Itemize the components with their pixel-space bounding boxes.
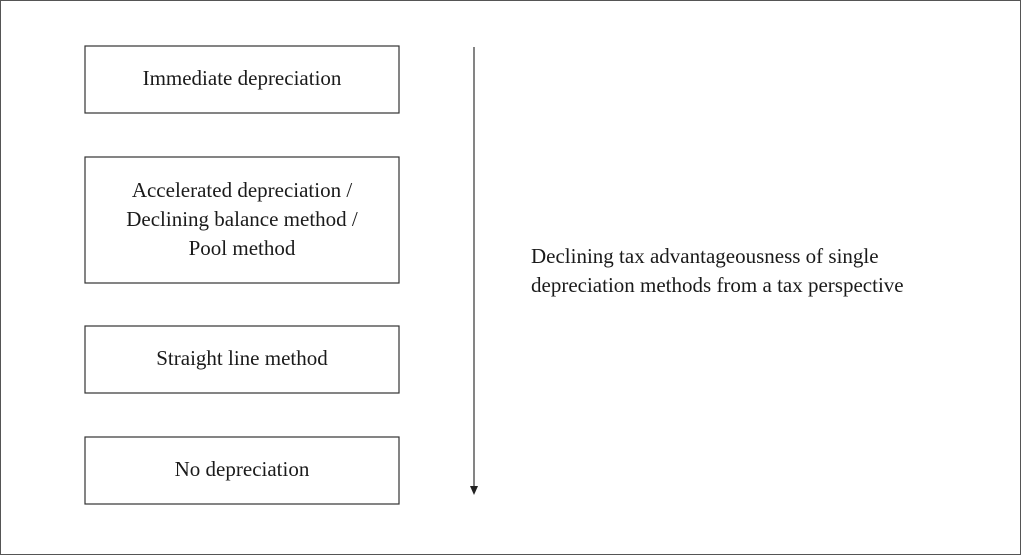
arrow-head: [470, 486, 478, 495]
node-box: [84, 436, 400, 505]
node-label: No depreciation: [175, 457, 310, 481]
node-label: Straight line method: [156, 346, 328, 370]
node-label: Immediate depreciation: [143, 66, 342, 90]
node-box: [84, 45, 400, 114]
node-box: [84, 325, 400, 394]
node-label: Accelerated depreciation /: [132, 178, 353, 202]
node-label: Pool method: [189, 236, 296, 260]
annotation: depreciation methods from a tax perspect…: [531, 273, 904, 297]
annotation: Declining tax advantageousness of single: [531, 244, 879, 268]
node-label: Declining balance method /: [126, 207, 358, 231]
node-box: [84, 156, 400, 284]
